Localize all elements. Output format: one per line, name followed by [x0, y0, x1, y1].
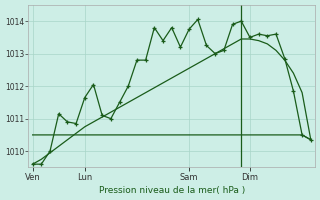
X-axis label: Pression niveau de la mer( hPa ): Pression niveau de la mer( hPa ) [99, 186, 245, 195]
